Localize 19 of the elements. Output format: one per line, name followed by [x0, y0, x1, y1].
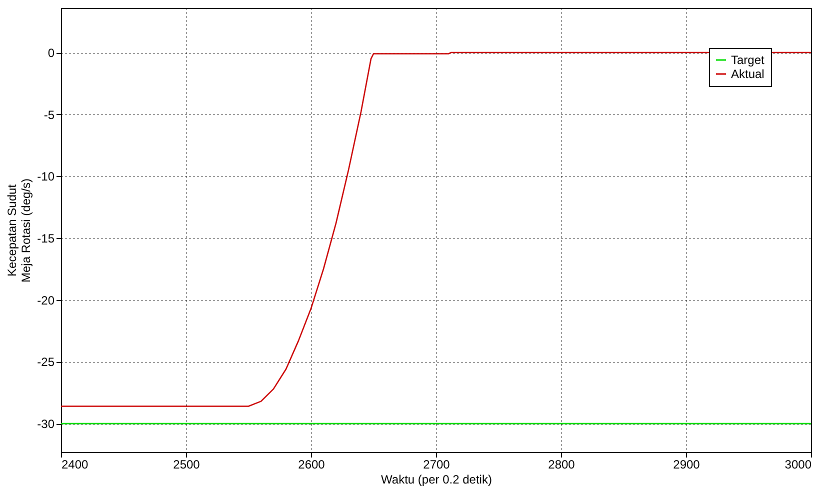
line-series: [61, 52, 811, 407]
y-tick-label: -20: [37, 293, 55, 308]
y-tick-label: -15: [37, 232, 55, 246]
y-tick-label: -5: [44, 108, 55, 122]
legend-label: Target: [731, 53, 766, 67]
y-tick-label: -30: [37, 417, 55, 432]
x-tick-label: 3000: [784, 458, 812, 472]
y-axis-title: Kecepatan Sudut Meja Rotasi (deg/s): [5, 178, 34, 283]
x-tick-label: 2600: [298, 458, 326, 472]
x-tick-label: 2400: [62, 458, 89, 472]
y-tick-label: 0: [48, 46, 55, 60]
legend-label: Aktual: [731, 67, 764, 81]
x-tick-label: 2800: [548, 458, 576, 472]
y-tick-label: -25: [37, 355, 55, 370]
y-tick-label: -10: [37, 170, 55, 184]
x-tick-label: 2500: [173, 458, 200, 472]
x-tick-label: 2700: [423, 458, 450, 472]
x-axis-title: Waktu (per 0.2 detik): [381, 472, 492, 486]
x-tick-label: 2900: [673, 458, 700, 472]
